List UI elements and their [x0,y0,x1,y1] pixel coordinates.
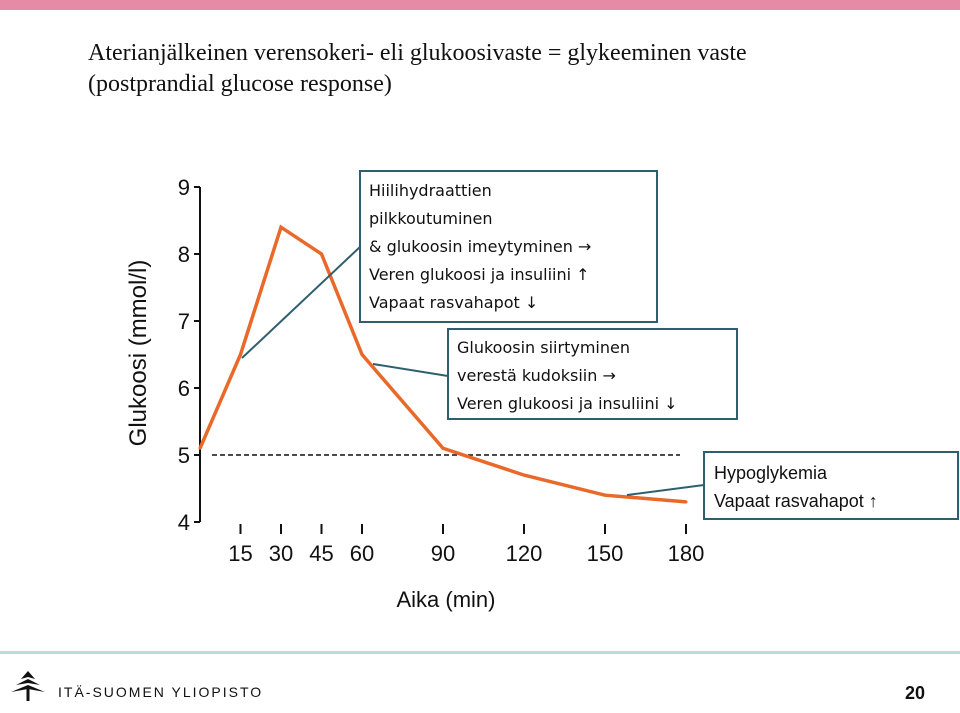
data-point [198,446,202,450]
y-tick-label: 5 [178,443,190,468]
data-point [522,473,526,477]
y-tick-label: 7 [178,309,190,334]
title-line-2: (postprandial glucose response) [88,71,392,97]
box3-line: Vapaat rasvahapot ↑ [714,491,878,511]
annotation-transfer: Glukoosin siirtyminen verestä kudoksiin →… [447,328,738,420]
data-point [239,353,242,356]
box1-line: & glukoosin imeytyminen → [369,237,592,256]
page-number: 20 [905,683,926,703]
box1-line: Hiilihydraattien [369,181,492,200]
connector-box1 [241,245,362,359]
y-axis-title: Glukoosi (mmol/l) [125,260,152,447]
connector-box3 [626,484,705,496]
data-point [320,252,323,256]
x-tick-label: 120 [506,541,543,566]
x-tick-label: 180 [668,541,705,566]
box2-line: Glukoosin siirtyminen [457,338,630,357]
data-point [441,446,445,450]
box1-line: pilkkoutuminen [369,209,493,228]
top-accent-bar [0,0,960,10]
data-point [360,353,364,356]
box1-line: Vapaat rasvahapot ↓ [369,293,539,312]
box2-line: Veren glukoosi ja insuliini ↓ [457,394,678,413]
x-axis-title: Aika (min) [396,587,495,612]
annotation-absorption: Hiilihydraattien pilkkoutuminen & glukoosi… [359,170,658,323]
university-logo-icon [11,671,45,701]
x-tick-label: 150 [587,541,624,566]
footer-divider [0,651,960,654]
annotation-hypoglycemia: Hypoglykemia Vapaat rasvahapot ↑ [703,451,959,520]
x-tick-label: 15 [228,541,252,566]
x-tick-label: 30 [269,541,293,566]
x-tick-label: 45 [309,541,333,566]
box3-line: Hypoglykemia [714,463,828,483]
y-tick-label: 6 [178,376,190,401]
y-tick-label: 4 [178,510,190,535]
university-name: ITÄ-SUOMEN YLIOPISTO [58,684,264,700]
slide-title: Aterianjälkeinen verensokeri- eli glukoo… [88,38,948,100]
y-tick-label: 8 [178,242,190,267]
x-tick-label: 90 [431,541,455,566]
data-point [279,225,283,229]
box2-line: verestä kudoksiin → [457,366,616,385]
box1-line: Veren glukoosi ja insuliini ↑ [369,265,590,284]
connector-box2 [372,363,449,377]
y-tick-label: 9 [178,175,190,200]
x-tick-label: 60 [350,541,374,566]
data-point [684,500,688,504]
data-point [603,493,607,497]
title-line-1: Aterianjälkeinen verensokeri- eli glukoo… [88,40,747,66]
